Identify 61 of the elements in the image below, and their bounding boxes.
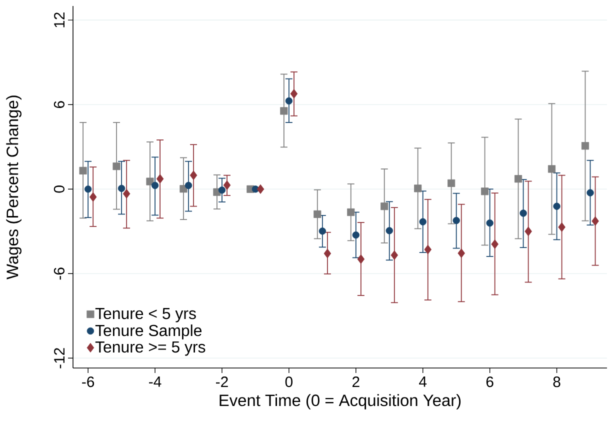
y-tick-label: -6 — [54, 268, 64, 280]
point — [520, 210, 527, 217]
point — [424, 244, 432, 254]
point — [156, 174, 164, 184]
point — [324, 248, 332, 258]
point — [524, 226, 532, 236]
point — [285, 97, 293, 105]
x-tick-label: 0 — [285, 376, 293, 388]
point — [112, 162, 120, 170]
point — [357, 254, 365, 264]
x-tick-label: -6 — [82, 376, 94, 388]
y-tick-label: 6 — [54, 101, 64, 108]
x-tick-label: -2 — [216, 376, 228, 387]
point — [414, 184, 422, 192]
point — [280, 107, 288, 115]
point — [151, 182, 159, 190]
point — [290, 88, 298, 99]
point — [118, 184, 126, 192]
point — [491, 239, 498, 249]
point — [256, 184, 264, 194]
point — [452, 216, 460, 224]
x-tick-label: 4 — [419, 376, 427, 387]
point — [548, 165, 556, 173]
x-tick-label: 6 — [486, 376, 494, 388]
point — [419, 218, 426, 226]
point — [84, 186, 92, 193]
point — [586, 189, 594, 196]
point — [122, 188, 130, 199]
point — [558, 222, 566, 232]
point — [390, 250, 398, 260]
y-axis-title: Wages (Percent Change) — [6, 96, 22, 280]
legend-label: Tenure Sample — [95, 324, 202, 340]
y-tick-label: 0 — [54, 186, 64, 193]
x-axis-title: Event Time (0 = Acquisition Year) — [220, 394, 461, 410]
point — [352, 231, 360, 239]
point — [514, 175, 522, 183]
point — [314, 210, 322, 218]
y-tick-label: -12 — [54, 348, 64, 368]
x-tick-label: -4 — [149, 376, 162, 387]
y-tick-label: 12 — [54, 12, 64, 28]
point — [592, 216, 599, 226]
point — [190, 170, 198, 180]
point — [486, 219, 494, 227]
point — [380, 202, 388, 210]
x-tick-label: 8 — [553, 376, 560, 388]
point — [89, 192, 97, 202]
point — [347, 208, 355, 216]
legend-label: Tenure < 5 yrs — [95, 308, 196, 322]
point — [553, 202, 560, 210]
point — [146, 178, 154, 186]
point — [223, 180, 231, 190]
point — [458, 248, 465, 258]
legend-label: Tenure >= 5 yrs — [95, 341, 206, 356]
point — [184, 182, 192, 190]
point — [318, 228, 326, 235]
point — [581, 142, 590, 150]
point — [386, 227, 393, 234]
point — [448, 179, 456, 187]
point — [79, 166, 87, 174]
x-tick-label: 2 — [352, 376, 360, 387]
point — [481, 188, 489, 196]
